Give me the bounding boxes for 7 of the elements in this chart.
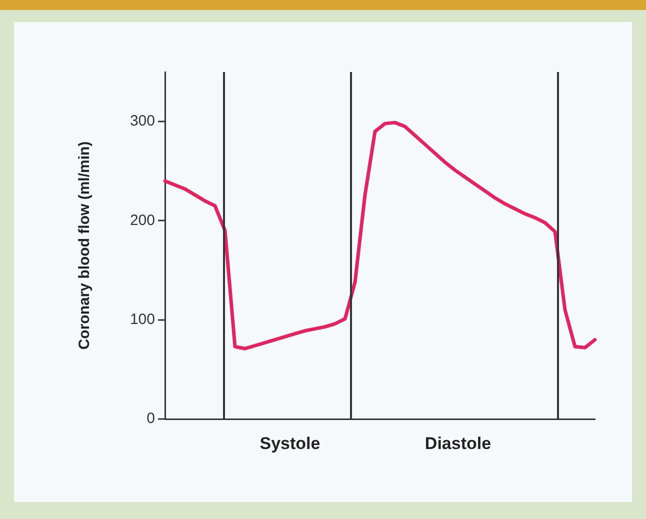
text: Systole bbox=[260, 434, 320, 454]
text: Diastole bbox=[424, 434, 492, 454]
y-tick-label: 100 bbox=[130, 311, 155, 328]
y-tick-label: 300 bbox=[130, 112, 155, 130]
y-axis-title: Coronary blood flow (ml/min) bbox=[76, 141, 94, 350]
y-tick-label: 0 bbox=[146, 410, 155, 428]
y-tick-label: 200 bbox=[130, 212, 155, 229]
